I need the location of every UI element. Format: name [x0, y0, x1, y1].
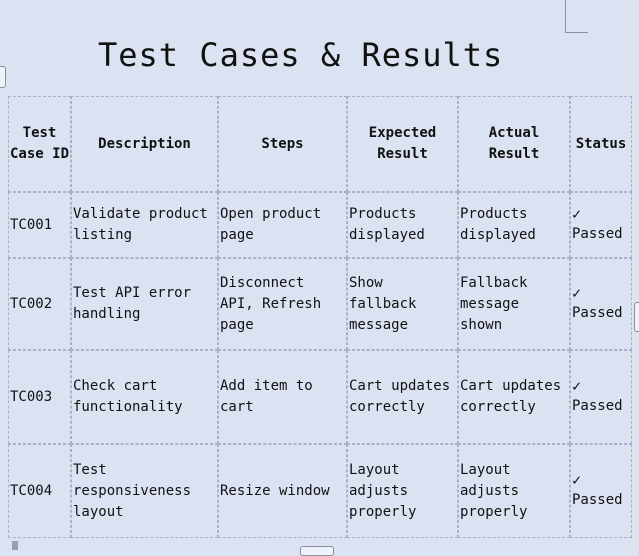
status-label: Passed	[572, 492, 623, 508]
cell-test-case-id: TC003	[8, 350, 71, 444]
test-results-table: Test Case ID Description Steps Expected …	[8, 96, 632, 538]
cell-description: Validate product listing	[71, 192, 218, 258]
check-icon: ✓	[572, 471, 582, 489]
right-scroll-handle[interactable]	[634, 302, 639, 332]
status-label: Passed	[572, 398, 623, 414]
header-description: Description	[71, 96, 218, 192]
status-label: Passed	[572, 305, 623, 321]
cursor-marker	[12, 541, 18, 550]
page-corner-marker	[565, 0, 588, 33]
table-row: TC004 Test responsiveness layout Resize …	[8, 444, 632, 538]
table-row: TC002 Test API error handling Disconnect…	[8, 258, 632, 350]
cell-actual-result: Cart updates correctly	[458, 350, 570, 444]
cell-actual-result: Products displayed	[458, 192, 570, 258]
table-row: TC003 Check cart functionality Add item …	[8, 350, 632, 444]
check-icon: ✓	[572, 377, 582, 395]
status-label: Passed	[572, 226, 623, 242]
cell-actual-result: Layout adjusts properly	[458, 444, 570, 538]
header-test-case-id: Test Case ID	[8, 96, 71, 192]
cell-expected-result: Show fallback message	[347, 258, 458, 350]
cell-expected-result: Layout adjusts properly	[347, 444, 458, 538]
cell-status: ✓ Passed	[570, 258, 632, 350]
cell-steps: Open product page	[218, 192, 347, 258]
check-icon: ✓	[572, 284, 582, 302]
cell-status: ✓ Passed	[570, 444, 632, 538]
cell-expected-result: Cart updates correctly	[347, 350, 458, 444]
cell-steps: Disconnect API, Refresh page	[218, 258, 347, 350]
cell-description: Check cart functionality	[71, 350, 218, 444]
cell-status: ✓ Passed	[570, 192, 632, 258]
header-actual-result: Actual Result	[458, 96, 570, 192]
cell-steps: Add item to cart	[218, 350, 347, 444]
cell-expected-result: Products displayed	[347, 192, 458, 258]
cell-test-case-id: TC004	[8, 444, 71, 538]
cell-actual-result: Fallback message shown	[458, 258, 570, 350]
cell-test-case-id: TC002	[8, 258, 71, 350]
cell-steps: Resize window	[218, 444, 347, 538]
cell-description: Test responsiveness layout	[71, 444, 218, 538]
cell-status: ✓ Passed	[570, 350, 632, 444]
document-title: Test Cases & Results	[98, 36, 504, 74]
header-steps: Steps	[218, 96, 347, 192]
bottom-scroll-handle[interactable]	[300, 546, 334, 556]
table-header-row: Test Case ID Description Steps Expected …	[8, 96, 632, 192]
header-expected-result: Expected Result	[347, 96, 458, 192]
left-scroll-handle[interactable]	[0, 66, 6, 88]
cell-description: Test API error handling	[71, 258, 218, 350]
cell-test-case-id: TC001	[8, 192, 71, 258]
check-icon: ✓	[572, 205, 582, 223]
table-row: TC001 Validate product listing Open prod…	[8, 192, 632, 258]
header-status: Status	[570, 96, 632, 192]
